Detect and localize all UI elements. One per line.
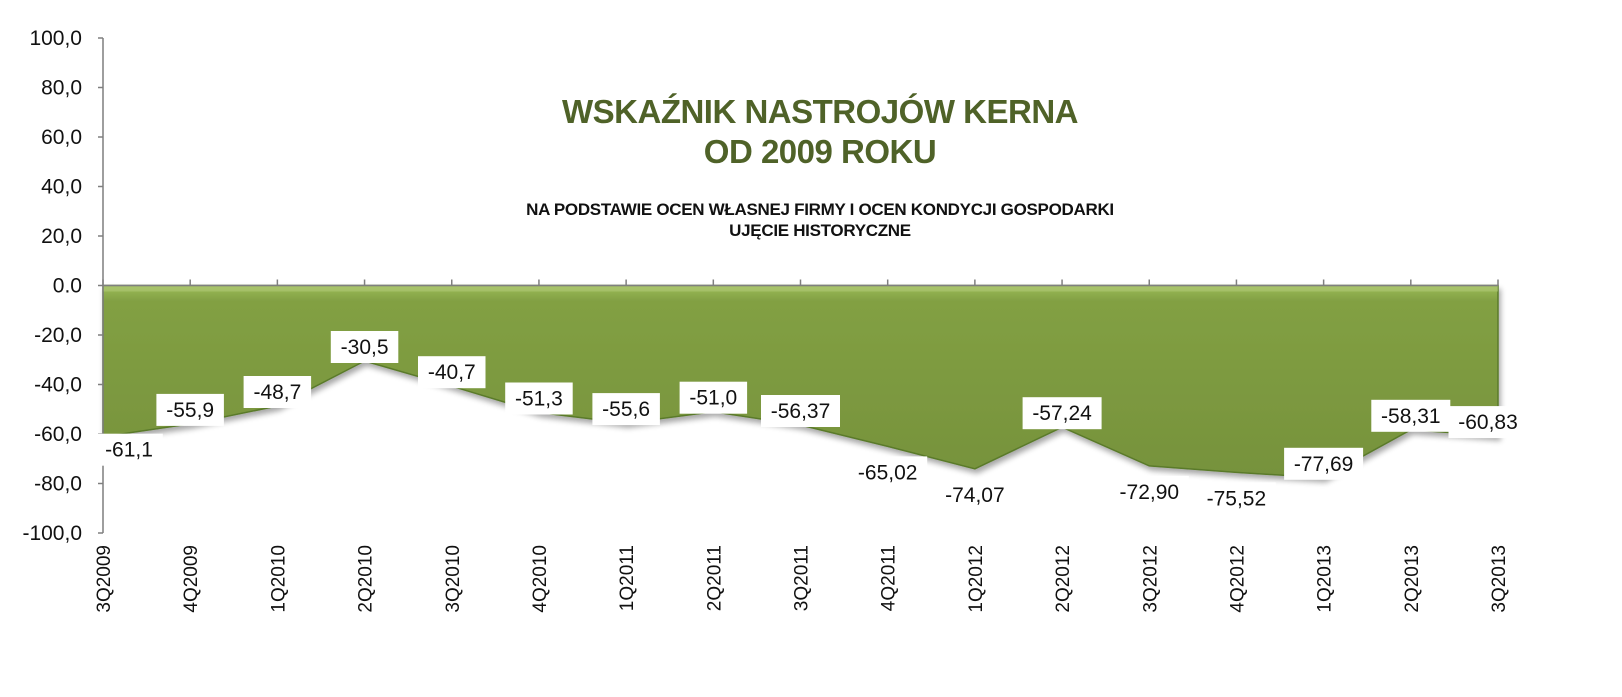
data-label-value: -74,07 xyxy=(945,484,1005,507)
x-tick-label: 2Q2012 xyxy=(1053,545,1074,613)
x-tick-label: 3Q2009 xyxy=(94,545,115,613)
data-label-box xyxy=(156,393,224,426)
data-label-box xyxy=(935,478,1015,511)
data-label: -55,6 xyxy=(592,393,660,426)
data-label-value: -65,02 xyxy=(858,461,918,484)
data-label-box xyxy=(243,376,312,408)
y-tick-label: 100,0 xyxy=(29,27,82,50)
y-tick-label: 60,0 xyxy=(41,126,82,149)
x-tick-label: 4Q2011 xyxy=(879,545,900,611)
x-tick-label: 1Q2011 xyxy=(617,545,638,611)
y-tick-label: 0.0 xyxy=(53,275,82,298)
data-label-box xyxy=(95,433,163,466)
data-label-value: -61,1 xyxy=(105,439,153,462)
data-label: -57,24 xyxy=(1022,397,1102,430)
data-label: -30,5 xyxy=(330,331,399,363)
data-label: -51,0 xyxy=(679,381,748,414)
x-tick-label: 3Q2013 xyxy=(1489,545,1510,613)
y-tick-label: -100,0 xyxy=(22,522,82,545)
data-label-layer: -61,1 -55,9 -48,7 -30,5 -40,7 -51,3 -55,6 -51,0… xyxy=(95,331,1528,515)
y-tick-label: -80,0 xyxy=(34,473,82,496)
data-label: -72,90 xyxy=(1109,475,1189,508)
data-label-box xyxy=(418,356,486,389)
data-label: -77,69 xyxy=(1284,447,1364,480)
data-label-value: -40,7 xyxy=(428,361,476,384)
data-label-value: -48,7 xyxy=(253,381,301,404)
data-label-value: -75,52 xyxy=(1207,487,1267,510)
data-label: -74,07 xyxy=(935,478,1015,511)
data-label-value: -72,90 xyxy=(1120,481,1180,504)
data-label-value: -58,31 xyxy=(1381,405,1441,428)
y-tick-label: -60,0 xyxy=(34,423,82,446)
y-tick-label: 20,0 xyxy=(41,225,82,248)
data-label-box xyxy=(848,456,928,489)
y-tick-label: -20,0 xyxy=(34,324,82,347)
x-tick-label: 1Q2012 xyxy=(966,545,987,613)
y-tick-label: 80,0 xyxy=(41,77,82,100)
data-label: -40,7 xyxy=(418,356,486,389)
data-label-box xyxy=(1284,447,1364,480)
chart-title-line-2: OD 2009 ROKU xyxy=(703,133,937,170)
data-label: -61,1 xyxy=(95,433,163,466)
x-tick-label: 4Q2012 xyxy=(1227,545,1248,613)
data-label-value: -56,37 xyxy=(771,400,831,423)
area-top-bevel xyxy=(103,285,1498,292)
data-label-box xyxy=(1371,399,1451,432)
data-label-box xyxy=(1448,406,1528,439)
data-label-box xyxy=(505,382,573,415)
data-label-box xyxy=(1196,482,1276,515)
x-tick-label: 2Q2013 xyxy=(1402,545,1423,613)
data-label-value: -51,0 xyxy=(689,387,737,410)
axis-layer: 100,080,060,040,020,00.0-20,0-40,0-60,0-… xyxy=(22,27,1510,613)
data-label: -55,9 xyxy=(156,393,224,426)
data-label-value: -55,9 xyxy=(166,399,214,422)
x-tick-label: 4Q2010 xyxy=(530,545,551,613)
chart-title-line-1: WSKAŹNIK NASTROJÓW KERNA xyxy=(562,93,1078,130)
data-label-box xyxy=(592,393,660,426)
data-label-value: -60,83 xyxy=(1458,411,1518,434)
data-label-box xyxy=(1109,475,1189,508)
chart-subtitle-line-2: UJĘCIE HISTORYCZNE xyxy=(729,221,911,240)
data-label-value: -51,3 xyxy=(515,388,563,411)
x-tick-label: 4Q2009 xyxy=(181,545,202,613)
chart-subtitle-line-1: NA PODSTAWIE OCEN WŁASNEJ FIRMY I OCEN K… xyxy=(526,200,1114,219)
x-tick-label: 3Q2010 xyxy=(443,545,464,613)
data-label: -58,31 xyxy=(1371,399,1451,432)
x-tick-label: 3Q2012 xyxy=(1140,545,1161,613)
chart-subtitle: NA PODSTAWIE OCEN WŁASNEJ FIRMY I OCEN K… xyxy=(420,199,1220,241)
data-label-value: -57,24 xyxy=(1032,402,1092,425)
data-label: -75,52 xyxy=(1196,482,1276,515)
y-tick-label: 40,0 xyxy=(41,176,82,199)
data-label-value: -55,6 xyxy=(602,398,650,421)
data-label: -65,02 xyxy=(848,456,928,489)
data-label: -60,83 xyxy=(1448,406,1528,439)
data-label-box xyxy=(761,395,840,427)
data-label-box xyxy=(330,331,399,363)
data-label-box xyxy=(1022,397,1102,430)
x-tick-label: 1Q2013 xyxy=(1315,545,1336,613)
data-label-value: -77,69 xyxy=(1294,453,1354,476)
data-label: -51,3 xyxy=(505,382,573,415)
data-label: -48,7 xyxy=(243,376,312,408)
y-tick-label: -40,0 xyxy=(34,374,82,397)
x-tick-label: 2Q2010 xyxy=(356,545,377,613)
chart-title: WSKAŹNIK NASTROJÓW KERNA OD 2009 ROKU xyxy=(520,92,1120,172)
data-label: -56,37 xyxy=(761,395,840,427)
x-tick-label: 1Q2010 xyxy=(268,545,289,613)
data-label-box xyxy=(679,381,748,414)
x-tick-label: 2Q2011 xyxy=(704,545,725,611)
x-tick-label: 3Q2011 xyxy=(792,545,813,611)
data-label-value: -30,5 xyxy=(341,336,389,359)
